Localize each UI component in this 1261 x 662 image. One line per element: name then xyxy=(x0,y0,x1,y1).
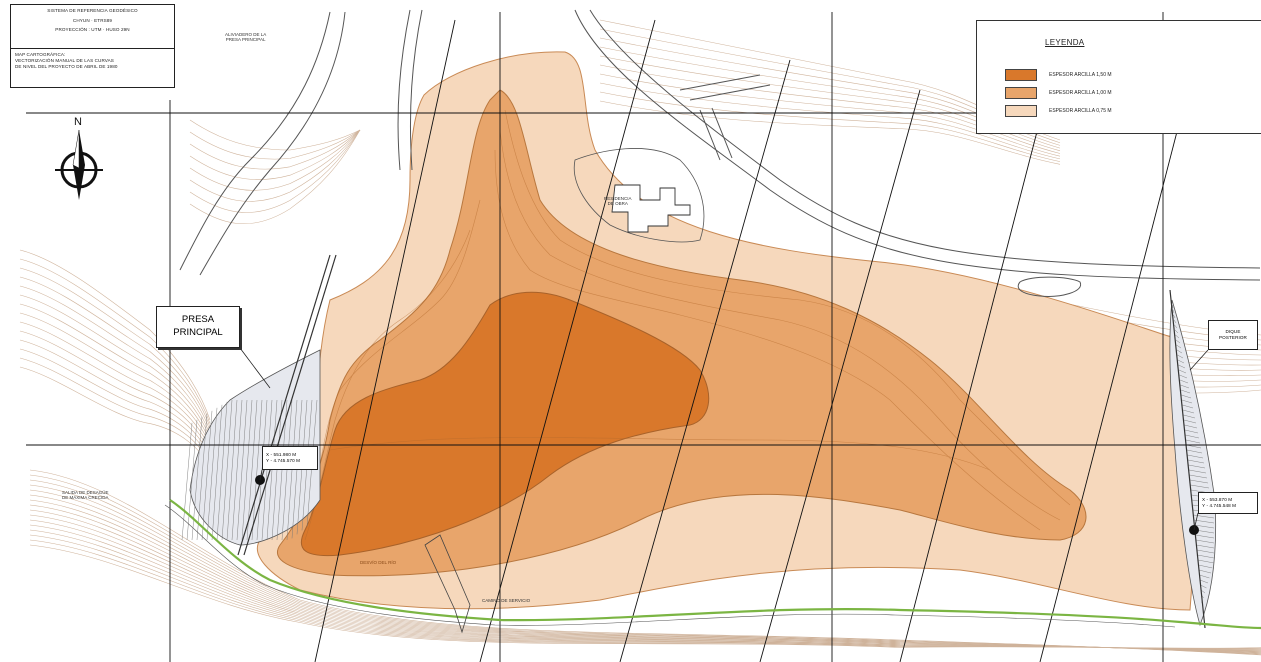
diversion-label: DESVÍO DEL RÍO xyxy=(360,560,397,565)
dique-label-2: POSTERIOR xyxy=(1219,335,1247,340)
callout-leaders xyxy=(239,347,1209,531)
grid-lines xyxy=(26,12,1261,662)
legend-item-label: ESPESOR ARCILLA 1,00 m xyxy=(1049,90,1112,96)
green-channel xyxy=(164,499,1261,630)
top-label: ALIVIADERO DE LA PRESA PRINCIPAL xyxy=(225,32,266,42)
coords-box-left: X - 551.980 m Y - 4.745.570 m xyxy=(262,446,318,470)
legend-swatch xyxy=(1005,69,1037,81)
legend-item-1-50m: ESPESOR ARCILLA 1,50 m xyxy=(1005,69,1112,81)
coords-left-x: X - 551.980 m xyxy=(266,452,297,457)
left-outlet-label: SALIDA DE DESAGÜE DE MÁXIMA CRECIDA xyxy=(62,490,109,500)
dique-label-1: DIQUE xyxy=(1225,329,1241,334)
presa-label-2: PRINCIPAL xyxy=(173,327,223,338)
inner-contours xyxy=(304,109,1071,541)
diversion-channel xyxy=(424,534,471,634)
info-line-1: SISTEMA DE REFERENCIA GEODÉSICO xyxy=(47,8,138,13)
north-arrow-symbol xyxy=(55,129,103,200)
dams xyxy=(189,299,1217,627)
legend-swatch xyxy=(1005,87,1037,99)
info-line-5: VECTORIZACIÓN MANUAL DE LAS CURVAS xyxy=(15,58,114,63)
building-label-1: RESIDENCIA xyxy=(604,196,632,201)
legend-title: LEYENDA xyxy=(1045,38,1085,47)
top-label-1: ALIVIADERO DE LA xyxy=(225,32,267,37)
info-line-6: DE NIVEL DEL PROYECTO DE ABRIL DE 1980 xyxy=(15,64,118,69)
top-label-2: PRESA PRINCIPAL xyxy=(225,37,266,42)
coords-box-right: X - 553.870 m Y - 4.745.548 m xyxy=(1198,492,1258,514)
bottom-road-label: CAMINO DE SERVICIO xyxy=(482,598,531,603)
left-label-1: SALIDA DE DESAGÜE xyxy=(62,490,109,495)
dique-callout: DIQUE POSTERIOR xyxy=(1208,320,1258,350)
presa-label-1: PRESA xyxy=(181,314,215,325)
info-line-3: PROYECCIÓN : UTM · HUSO 29N xyxy=(55,27,130,32)
roads xyxy=(179,9,1261,297)
left-label-2: DE MÁXIMA CRECIDA xyxy=(62,495,109,500)
rear-dike-hatch xyxy=(1169,299,1217,627)
presa-principal-callout: PRESA PRINCIPAL xyxy=(156,306,240,348)
legend-box: LEYENDA ESPESOR ARCILLA 1,50 m ESPESOR A… xyxy=(976,20,1261,134)
coords-left-y: Y - 4.745.570 m xyxy=(266,458,301,463)
clay-layers xyxy=(257,51,1198,611)
info-line-4: MAP CARTOGRÁFICA: xyxy=(15,52,66,57)
info-line-2: CHYUN · ETRS89 xyxy=(72,18,113,23)
reference-info-box: SISTEMA DE REFERENCIA GEODÉSICO CHYUN · … xyxy=(10,4,175,88)
legend-item-label: ESPESOR ARCILLA 0,75 m xyxy=(1049,108,1112,114)
clay-layer-1-50m xyxy=(300,291,710,557)
building-residence xyxy=(611,184,691,233)
main-dam-hatch xyxy=(189,349,321,546)
coords-right-y: Y - 4.745.548 m xyxy=(1202,503,1237,508)
north-label: N xyxy=(74,116,82,128)
legend-item-label: ESPESOR ARCILLA 1,50 m xyxy=(1049,72,1112,78)
legend-item-0-75m: ESPESOR ARCILLA 0,75 m xyxy=(1005,105,1112,117)
coords-right-x: X - 553.870 m xyxy=(1202,497,1233,502)
legend-swatch xyxy=(1005,105,1037,117)
dam-crest-lines xyxy=(237,254,1206,629)
legend-item-1-00m: ESPESOR ARCILLA 1,00 m xyxy=(1005,87,1112,99)
building-label: RESIDENCIA DE OBRA xyxy=(604,196,632,206)
building-label-2: DE OBRA xyxy=(607,201,628,206)
